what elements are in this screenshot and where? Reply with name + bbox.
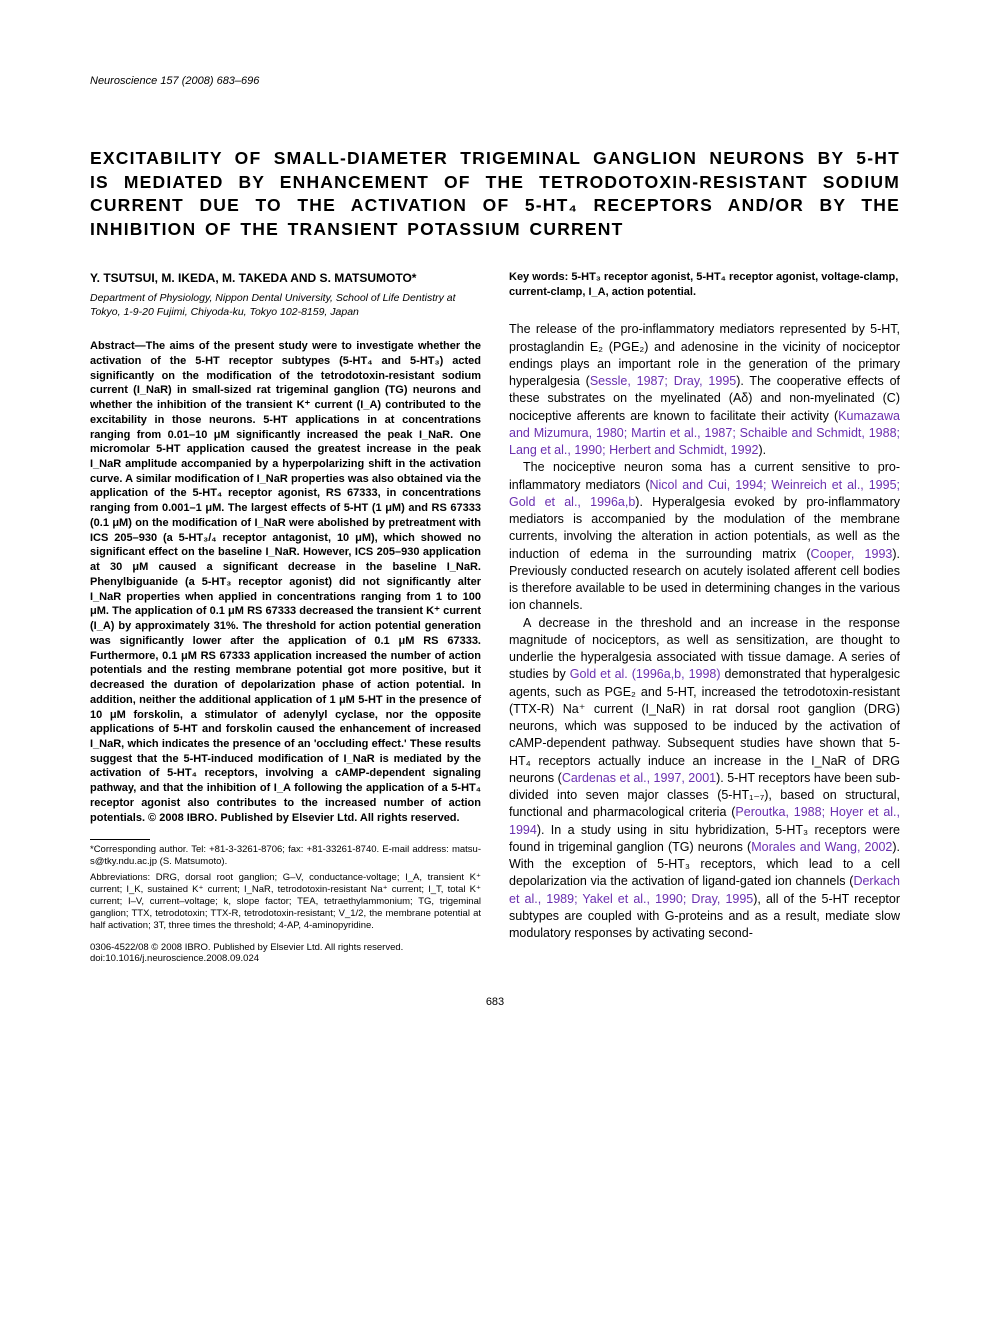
keywords-block: Key words: 5-HT₃ receptor agonist, 5-HT₄… bbox=[509, 270, 900, 300]
abbreviations-footnote: Abbreviations: DRG, dorsal root ganglion… bbox=[90, 872, 481, 931]
author-affiliation: Department of Physiology, Nippon Dental … bbox=[90, 292, 481, 319]
two-column-layout: Y. TSUTSUI, M. IKEDA, M. TAKEDA AND S. M… bbox=[90, 270, 900, 966]
citation: Morales and Wang, 2002 bbox=[751, 840, 892, 854]
footnotes-block: *Corresponding author. Tel: +81-3-3261-8… bbox=[90, 844, 481, 931]
body-text: The release of the pro-inflammatory medi… bbox=[509, 321, 900, 942]
citation: Sessle, 1987; Dray, 1995 bbox=[590, 374, 736, 388]
paragraph-3: A decrease in the threshold and an incre… bbox=[509, 615, 900, 943]
paragraph-2: The nociceptive neuron soma has a curren… bbox=[509, 459, 900, 614]
citation: Cooper, 1993 bbox=[811, 547, 893, 561]
copyright-block: 0306-4522/08 © 2008 IBRO. Published by E… bbox=[90, 942, 481, 966]
citation: Cardenas et al., 1997, 2001 bbox=[562, 771, 716, 785]
journal-reference: Neuroscience 157 (2008) 683–696 bbox=[90, 74, 900, 89]
footnote-divider bbox=[90, 839, 150, 840]
abstract-text: Abstract—The aims of the present study w… bbox=[90, 339, 481, 825]
right-column: Key words: 5-HT₃ receptor agonist, 5-HT₄… bbox=[509, 270, 900, 966]
copyright-line: 0306-4522/08 © 2008 IBRO. Published by E… bbox=[90, 942, 481, 954]
article-title: EXCITABILITY OF SMALL-DIAMETER TRIGEMINA… bbox=[90, 147, 900, 242]
author-list: Y. TSUTSUI, M. IKEDA, M. TAKEDA AND S. M… bbox=[90, 270, 481, 286]
doi-line: doi:10.1016/j.neuroscience.2008.09.024 bbox=[90, 953, 481, 965]
corresponding-author-footnote: *Corresponding author. Tel: +81-3-3261-8… bbox=[90, 844, 481, 868]
left-column: Y. TSUTSUI, M. IKEDA, M. TAKEDA AND S. M… bbox=[90, 270, 481, 966]
paragraph-1: The release of the pro-inflammatory medi… bbox=[509, 321, 900, 459]
citation: Gold et al. (1996a,b, 1998) bbox=[570, 667, 721, 681]
page-number: 683 bbox=[90, 995, 900, 1010]
